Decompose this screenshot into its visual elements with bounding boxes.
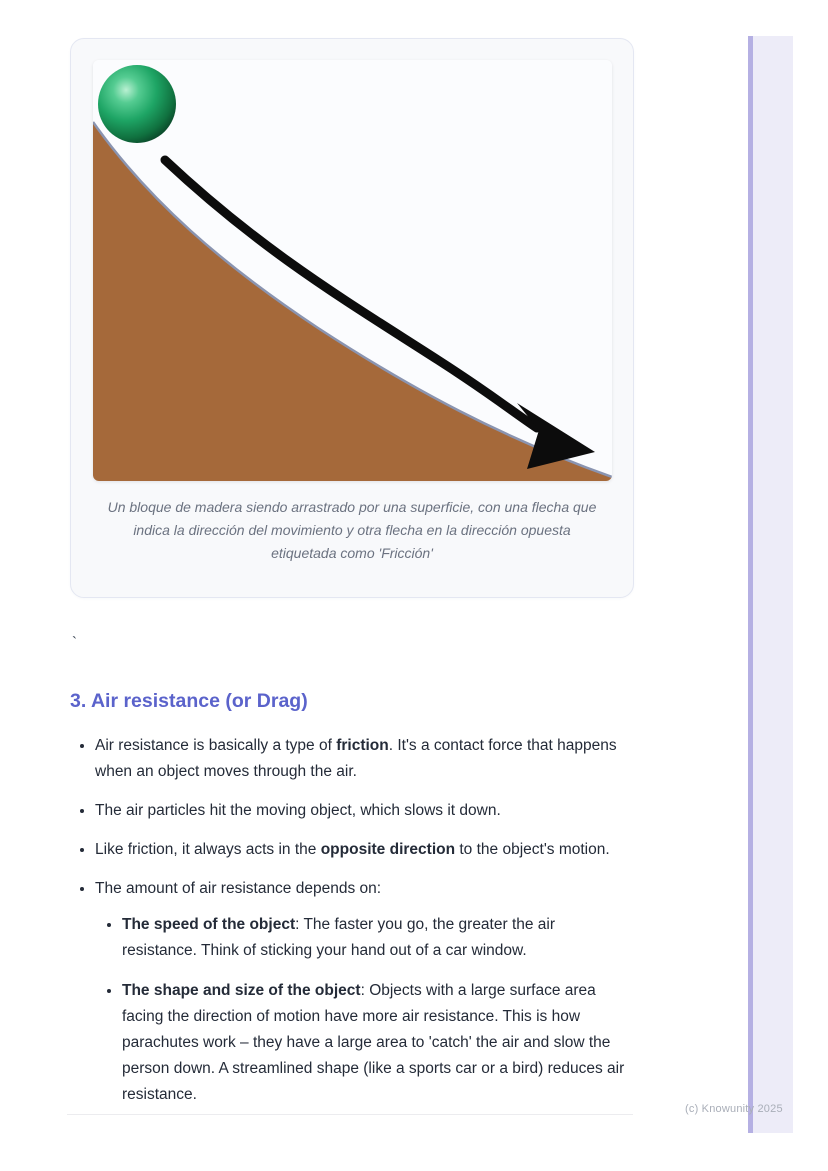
section-heading: 3. Air resistance (or Drag) [70,690,308,712]
motion-arrow-head [517,403,595,469]
next-page-edge [748,36,793,1133]
nested-list-item: The shape and size of the object: Object… [122,978,634,1108]
footer-copyright: (c) Knowunity 2025 [685,1103,783,1115]
nested-list-item: The speed of the object: The faster you … [122,912,634,964]
stray-backtick: ` [72,634,77,651]
ball-icon [98,65,176,143]
content-column: Un bloque de madera siendo arrastrado po… [70,38,634,1121]
list-item: Like friction, it always acts in the opp… [95,837,634,863]
nested-list: The speed of the object: The faster you … [95,912,634,1108]
list-item: The air particles hit the moving object,… [95,798,634,824]
hill-shape [93,122,612,481]
hill-edge-line [93,121,612,479]
list-item: Air resistance is basically a type of fr… [95,733,634,785]
figure-card: Un bloque de madera siendo arrastrado po… [70,38,634,598]
bottom-divider [67,1114,633,1115]
motion-arrow-shaft [160,155,542,433]
air-resistance-list: Air resistance is basically a type of fr… [70,733,634,1108]
figure-image [93,60,612,481]
list-item: The amount of air resistance depends on:… [95,876,634,1108]
slope-illustration [93,60,612,481]
figure-caption: Un bloque de madera siendo arrastrado po… [107,499,597,561]
